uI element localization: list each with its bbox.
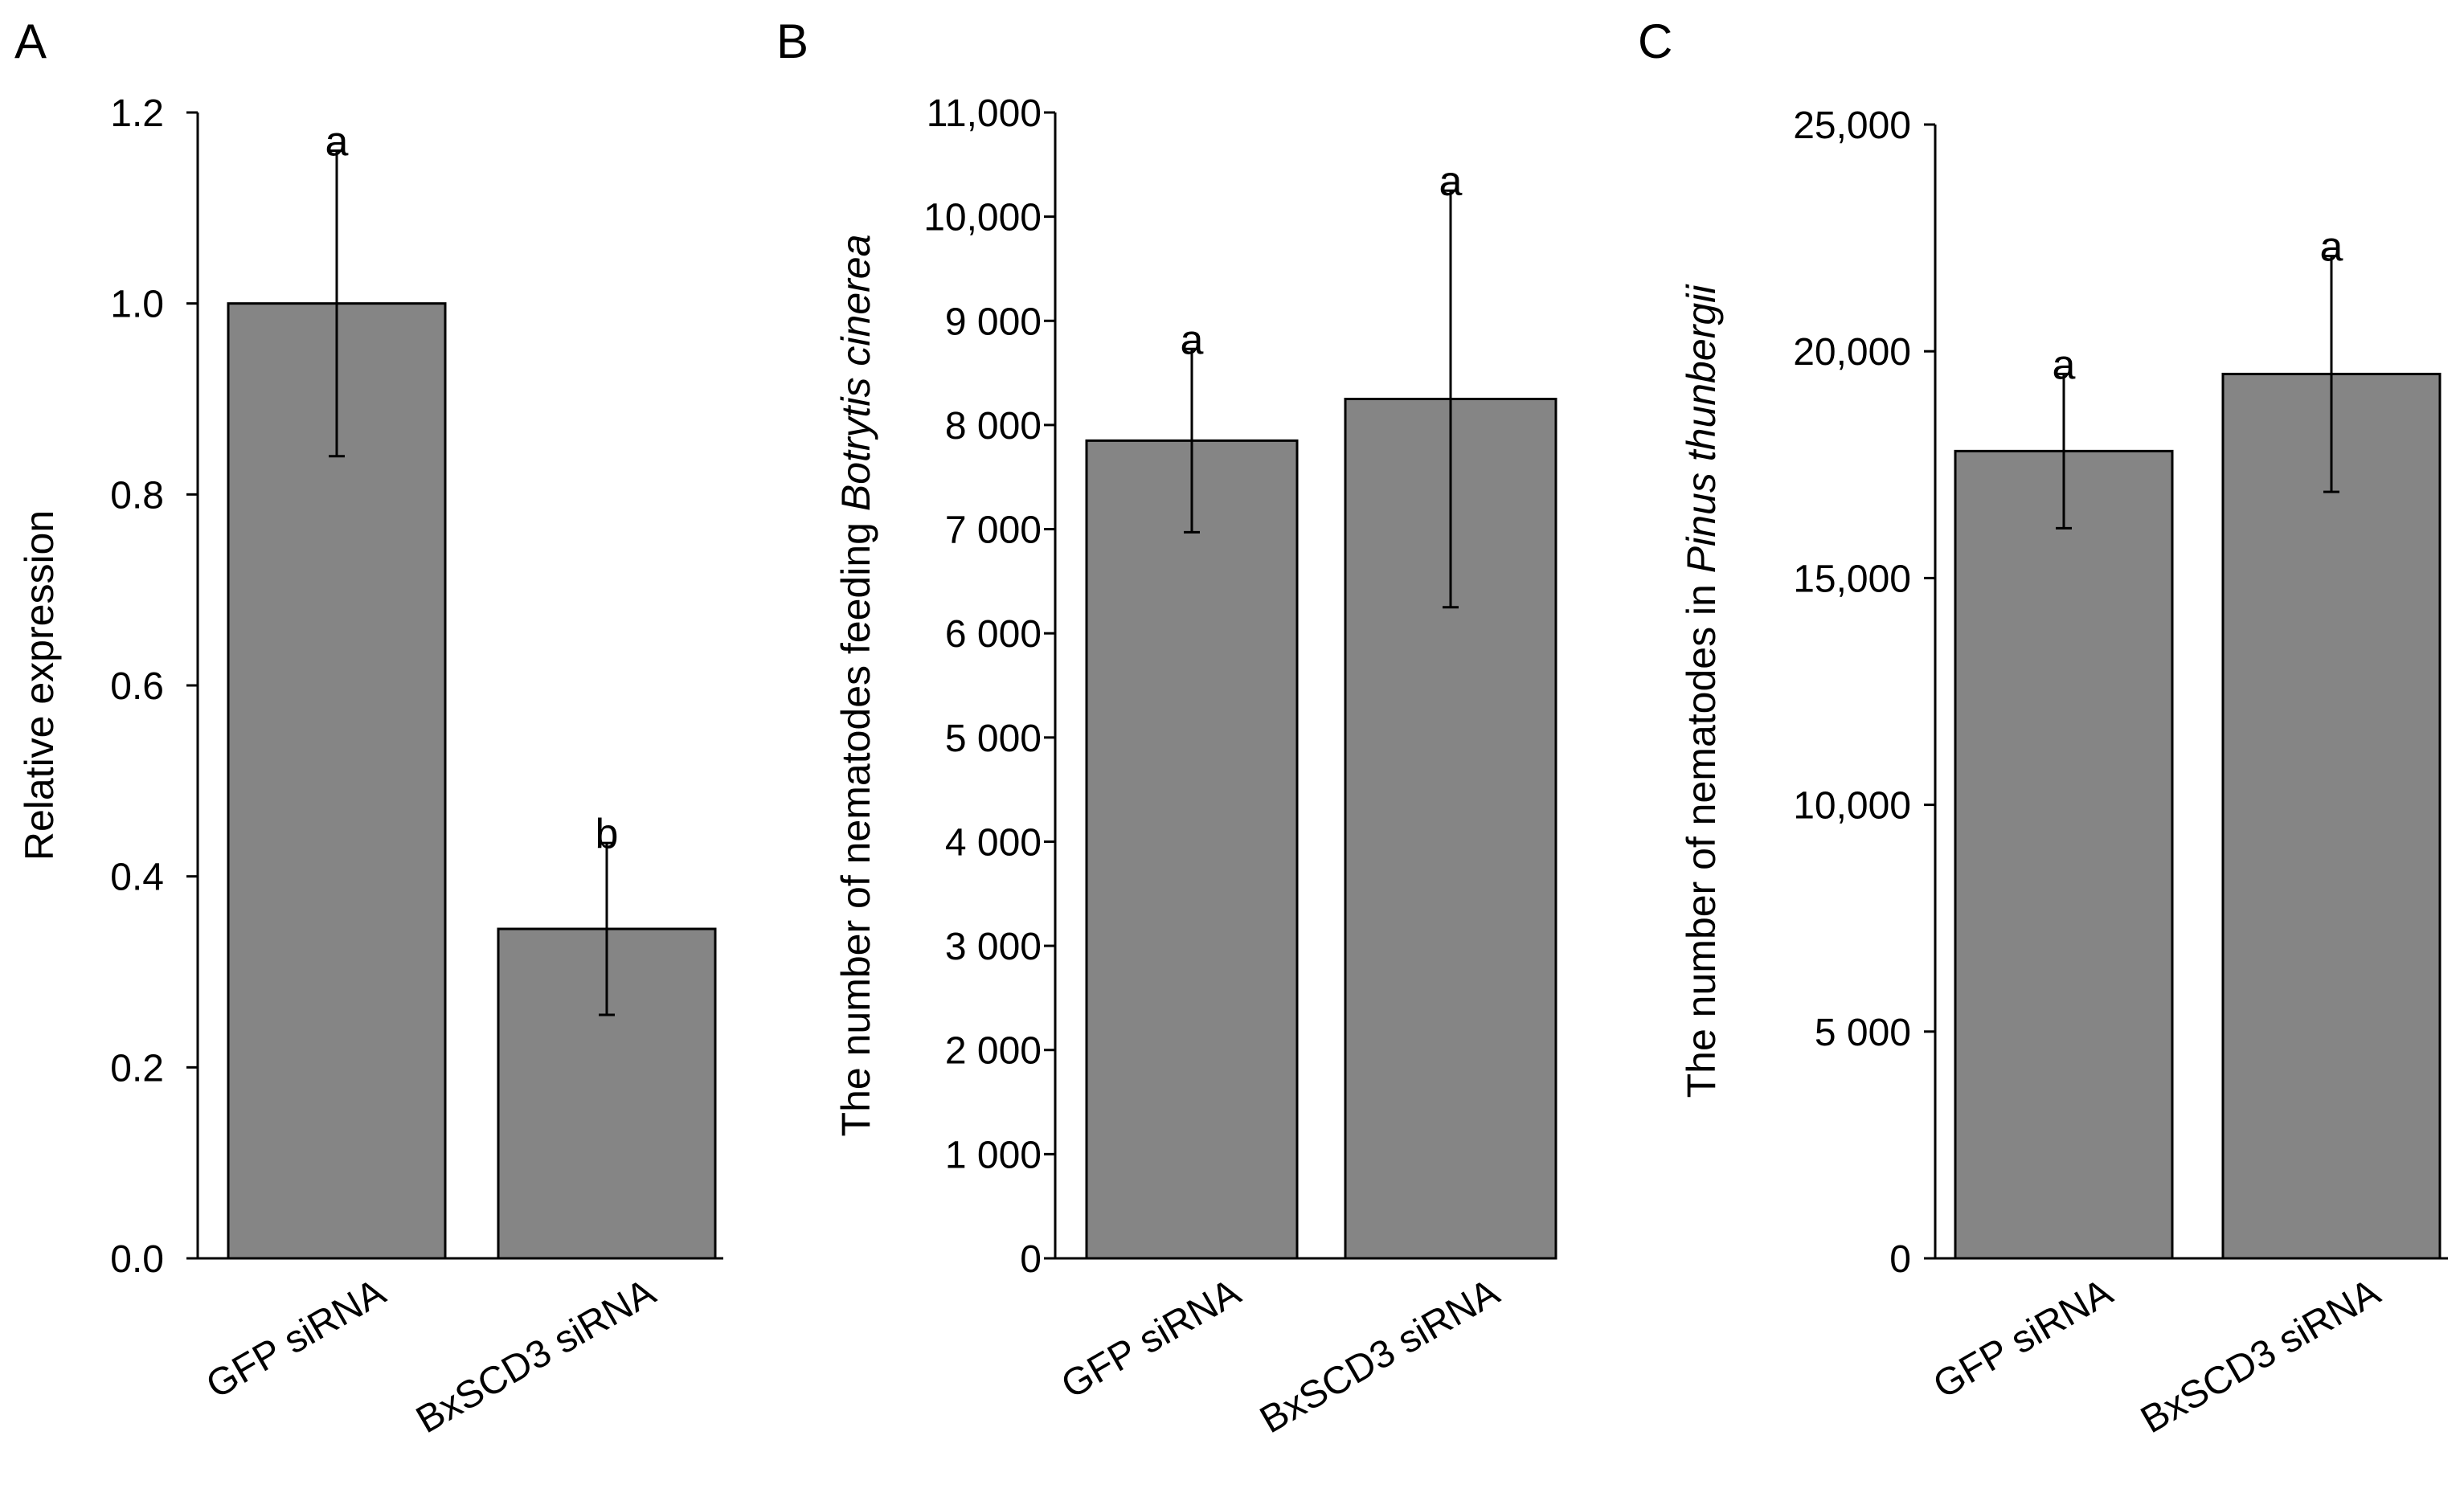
y-axis-label-species: Pinus thunbergii — [1679, 284, 1724, 573]
y-tick-label: 0 — [1020, 1238, 1042, 1281]
y-axis-label-text: The number of nematodes feeding — [833, 511, 878, 1136]
category-label: GFP siRNA — [199, 1271, 393, 1407]
bar-gfp-sirna — [1085, 439, 1299, 1260]
y-axis-label-text: The number of nematodes in — [1679, 573, 1724, 1098]
y-tick-label: 0.2 — [110, 1047, 164, 1090]
category-label: BxSCD3 siRNA — [409, 1271, 662, 1442]
bar-bxscd3-sirna — [2221, 372, 2441, 1260]
y-axis-label-species: Botrytis cinerea — [833, 235, 878, 512]
y-tick-label: 5 000 — [945, 718, 1042, 760]
significance-letter: a — [1181, 317, 1204, 363]
y-tick-label: 2 000 — [945, 1030, 1042, 1073]
category-label: BxSCD3 siRNA — [1253, 1271, 1506, 1442]
category-label: BxSCD3 siRNA — [2134, 1271, 2387, 1442]
y-tick-label: 0.8 — [110, 474, 164, 517]
panel-a: A a GFP siRNA b BxSCD3 siRNA 0.0 0.2 0.4 0.6 0.8… — [14, 14, 723, 1442]
bar-gfp-sirna — [1954, 449, 2174, 1260]
significance-letter: a — [2053, 342, 2076, 388]
y-tick-label: 25,000 — [1793, 104, 1911, 147]
bar-gfp-sirna — [227, 302, 447, 1260]
y-axis-label: The number of nematodes feeding Botrytis… — [833, 235, 878, 1137]
y-tick-label: 4 000 — [945, 821, 1042, 864]
panel-a-letter: A — [14, 14, 47, 68]
y-axis-label: The number of nematodes in Pinus thunber… — [1679, 284, 1724, 1098]
y-tick-label: 7 000 — [945, 509, 1042, 552]
y-tick-label: 6 000 — [945, 613, 1042, 656]
y-tick-label: 1 000 — [945, 1134, 1042, 1176]
y-tick-label: 0.6 — [110, 665, 164, 708]
y-tick-label: 1.0 — [110, 284, 164, 326]
y-tick-label: 0.0 — [110, 1238, 164, 1281]
y-tick-label: 9 000 — [945, 301, 1042, 343]
y-tick-label: 1.2 — [110, 92, 164, 135]
y-tick-label: 8 000 — [945, 405, 1042, 448]
category-label: GFP siRNA — [1054, 1271, 1248, 1407]
panel-c: C a GFP siRNA a BxSCD3 siRNA 0 5 000 10,000 15,… — [1638, 14, 2448, 1442]
category-label: GFP siRNA — [1926, 1271, 2120, 1407]
y-tick-label: 3 000 — [945, 926, 1042, 968]
panel-b: B a GFP siRNA a BxSCD3 siRNA 0 1 000 2 000 3 00… — [776, 14, 1557, 1442]
y-tick-label: 0.4 — [110, 857, 164, 899]
y-tick-label: 0 — [1889, 1238, 1911, 1281]
panel-c-letter: C — [1638, 14, 1672, 68]
y-axis-label: Relative expression — [17, 510, 62, 861]
y-tick-label: 5 000 — [1815, 1012, 1911, 1054]
significance-letter: b — [596, 811, 619, 857]
panel-b-letter: B — [776, 14, 808, 68]
significance-letter: a — [2320, 224, 2343, 271]
y-tick-label: 10,000 — [923, 197, 1042, 239]
y-tick-label: 10,000 — [1793, 785, 1911, 828]
y-tick-label: 15,000 — [1793, 558, 1911, 600]
y-axis-label-text: Relative expression — [17, 510, 62, 861]
y-tick-label: 20,000 — [1793, 331, 1911, 374]
significance-letter: a — [1439, 158, 1463, 205]
y-tick-label: 11,000 — [927, 92, 1042, 135]
significance-letter: a — [325, 119, 349, 166]
